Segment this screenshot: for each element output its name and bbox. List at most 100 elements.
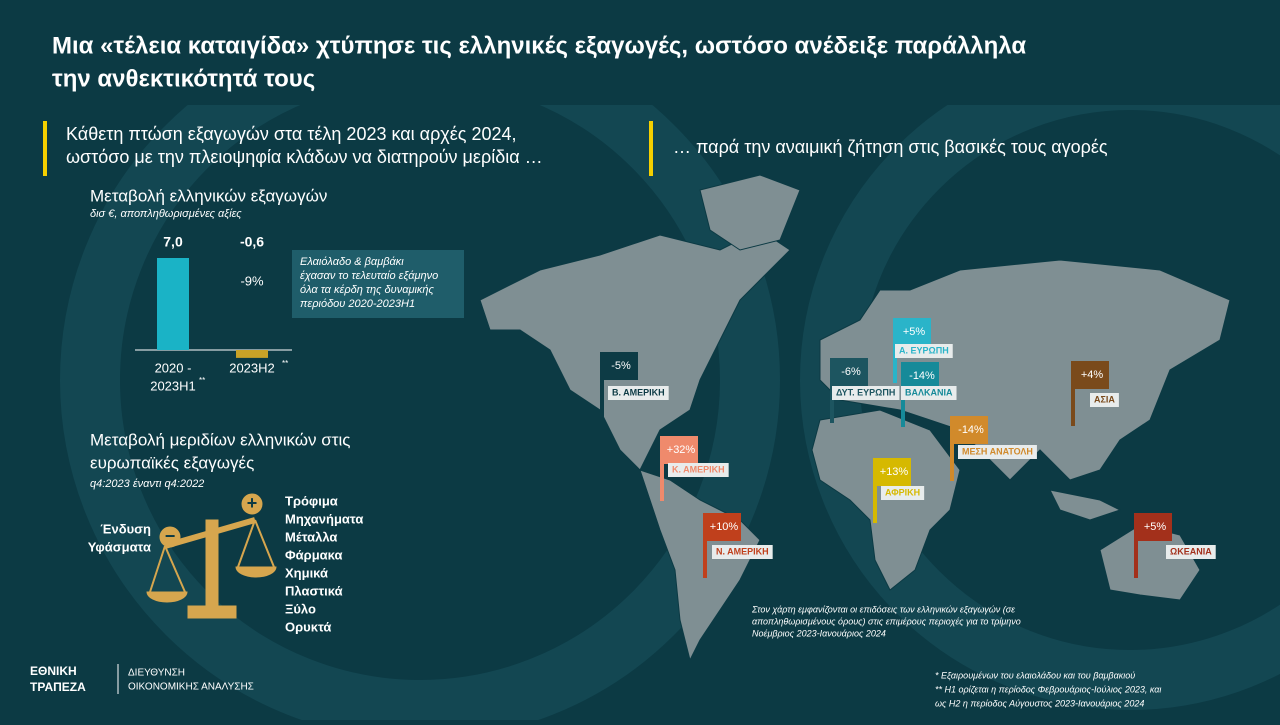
region-name: Κ. ΑΜΕΡΙΚΗ [672, 464, 725, 474]
intro: ωστόσο με την πλειοψηφία κλάδων να διατη… [66, 147, 543, 167]
gainer-sector: Τρόφιμα [285, 493, 338, 508]
flag [905, 362, 939, 390]
flag-pole [660, 436, 664, 501]
region-name: ΒΑΛΚΑΝΙΑ [905, 387, 953, 397]
footer: ΕΘΝΙΚΗ ΤΡΑΠΕΖΑ ΔΙΕΥΘΥΝΣΗ ΟΙΚΟΝΟΜΙΚΗΣ ΑΝΑΛΥΣ… [30, 664, 1161, 708]
region-name: ΜΕΣΗ ΑΝΑΤΟΛΗ [962, 446, 1033, 456]
note-line: έχασαν το τελευταίο εξάμηνο [300, 270, 438, 282]
logo: ΤΡΑΠΕΖΑ [30, 680, 86, 694]
intro: Κάθετη πτώση εξαγωγών στα τέλη 2023 και … [66, 124, 517, 144]
region-name: ΑΦΡΙΚΗ [885, 487, 920, 497]
note-line: Ελαιόλαδο & βαμβάκι [300, 256, 404, 268]
flag [604, 352, 638, 380]
region-name: ΩΚΕΑΝΙΑ [1170, 546, 1212, 556]
title: Μια «τέλεια καταιγίδα» χτύπησε τις ελλην… [52, 32, 1026, 59]
category-label: 2020 - [155, 360, 192, 375]
note: Ελαιόλαδο & βαμβάκι έχασαν το τελευταίο ε… [300, 256, 438, 310]
map-note-line: αποπληθωρισμένους όρους) στις επιμέρους … [752, 616, 1021, 626]
flag [664, 436, 698, 464]
shares-title: ευρωπαϊκές εξαγωγές [90, 453, 254, 472]
flag [834, 358, 868, 386]
flag-pole [600, 352, 604, 417]
region-change: +32% [667, 444, 696, 456]
flag-pole [873, 458, 877, 523]
region-change: +13% [880, 466, 909, 478]
accent [43, 121, 47, 176]
footnote: ** Η1 ορίζεται η περίοδος Φεβρουάριος-Ιο… [935, 684, 1161, 694]
value-label: -0,6 [240, 234, 264, 250]
loser-sector: Ένδυση [100, 521, 151, 536]
region-change: +5% [903, 326, 926, 338]
note-line: όλα τα κέρδη της δυναμικής [300, 284, 435, 296]
gainer-sector: Ορυκτά [285, 619, 331, 634]
gainer-sector: Χημικά [285, 565, 328, 580]
region-name: ΑΣΙΑ [1094, 394, 1115, 404]
flag [1075, 361, 1109, 389]
shares-subtitle: q4:2023 έναντι q4:2022 [90, 478, 204, 490]
plus-icon: + [247, 493, 258, 513]
region-label-box [668, 463, 729, 477]
region-change: -5% [611, 360, 631, 372]
region-name: Β. ΑΜΕΡΙΚΗ [612, 387, 665, 397]
note-line: περιόδου 2020-2023Η1 [300, 298, 415, 310]
flag [877, 458, 911, 486]
flag-pole [950, 416, 954, 481]
region-label-box [608, 386, 669, 400]
bar [236, 350, 268, 358]
flag-pole [1134, 513, 1138, 578]
map-intro: … παρά την αναιμική ζήτηση στις βασικές … [673, 137, 1108, 157]
region-name: Α. ΕΥΡΩΠΗ [899, 345, 949, 355]
accent [649, 121, 653, 176]
note-box [292, 250, 464, 318]
map-note: Στον χάρτη εμφανίζονται οι επιδόσεις των… [751, 604, 1021, 638]
department: ΔΙΕΥΘΥΝΣΗ [128, 668, 185, 679]
category-mark: ** [282, 359, 288, 368]
flag-pole [703, 513, 707, 578]
title: την ανθεκτικότητά τους [52, 65, 315, 92]
shares-title: Μεταβολή μεριδίων ελληνικών στις [90, 430, 350, 449]
gainer-sector: Φάρμακα [285, 547, 342, 562]
region-label-box [901, 386, 957, 400]
region-change: +5% [1144, 521, 1167, 533]
region-change: +10% [710, 521, 739, 533]
chart-title: Μεταβολή ελληνικών εξαγωγών [90, 186, 327, 205]
region-label-box [1090, 393, 1119, 407]
region-change: +4% [1081, 369, 1104, 381]
region-label-box [1166, 545, 1216, 559]
gainer-sector: Πλαστικά [285, 583, 343, 598]
region-label-box [881, 486, 925, 500]
footnote: ως Η2 η περίοδος Αύγουστος 2023-Ιανουάρι… [935, 698, 1144, 708]
category-mark: ** [199, 376, 205, 385]
region-label-box [895, 344, 953, 358]
loser-sector: Υφάσματα [88, 539, 151, 554]
flag [1138, 513, 1172, 541]
region-change: -6% [841, 366, 861, 378]
category-label: 2023H2 [229, 360, 275, 375]
region-change: -14% [958, 424, 984, 436]
region-name: ΔΥΤ. ΕΥΡΩΠΗ [836, 387, 895, 397]
flag [954, 416, 988, 444]
bar [157, 258, 189, 350]
region-label-box [832, 386, 900, 400]
map-note-line: Στον χάρτη εμφανίζονται οι επιδόσεις των… [751, 604, 1016, 614]
gainer-sector: Μηχανήματα [285, 511, 363, 526]
gainer-sector: Μέταλλα [285, 529, 337, 544]
footnote: * Εξαιρουμένων του ελαιολάδου και του βα… [935, 670, 1135, 680]
chart-subtitle: δισ €, αποπληθωρισμένες αξίες [90, 208, 242, 220]
annotation: -9% [240, 273, 264, 288]
flag [897, 318, 931, 346]
sector-lists: Ένδυση Υφάσματα Τρόφιμα Μηχανήματα Μέταλλα Φά… [88, 493, 364, 634]
minus-icon: − [165, 526, 176, 546]
region-flags: -5% Β. ΑΜΕΡΙΚΗ +32% Κ. ΑΜΕΡΙΚΗ +10% Ν. ΑΜΕΡΙΚ… [600, 318, 1216, 578]
scale-icon [146, 493, 277, 619]
gainer-sector: Ξύλο [285, 601, 316, 616]
flag-pole [1071, 361, 1075, 426]
flag [707, 513, 741, 541]
value-label: 7,0 [163, 234, 183, 250]
logo: ΕΘΝΙΚΗ [30, 664, 77, 678]
region-name: Ν. ΑΜΕΡΙΚΗ [716, 546, 769, 556]
category-label: 2023H1 [150, 378, 196, 393]
